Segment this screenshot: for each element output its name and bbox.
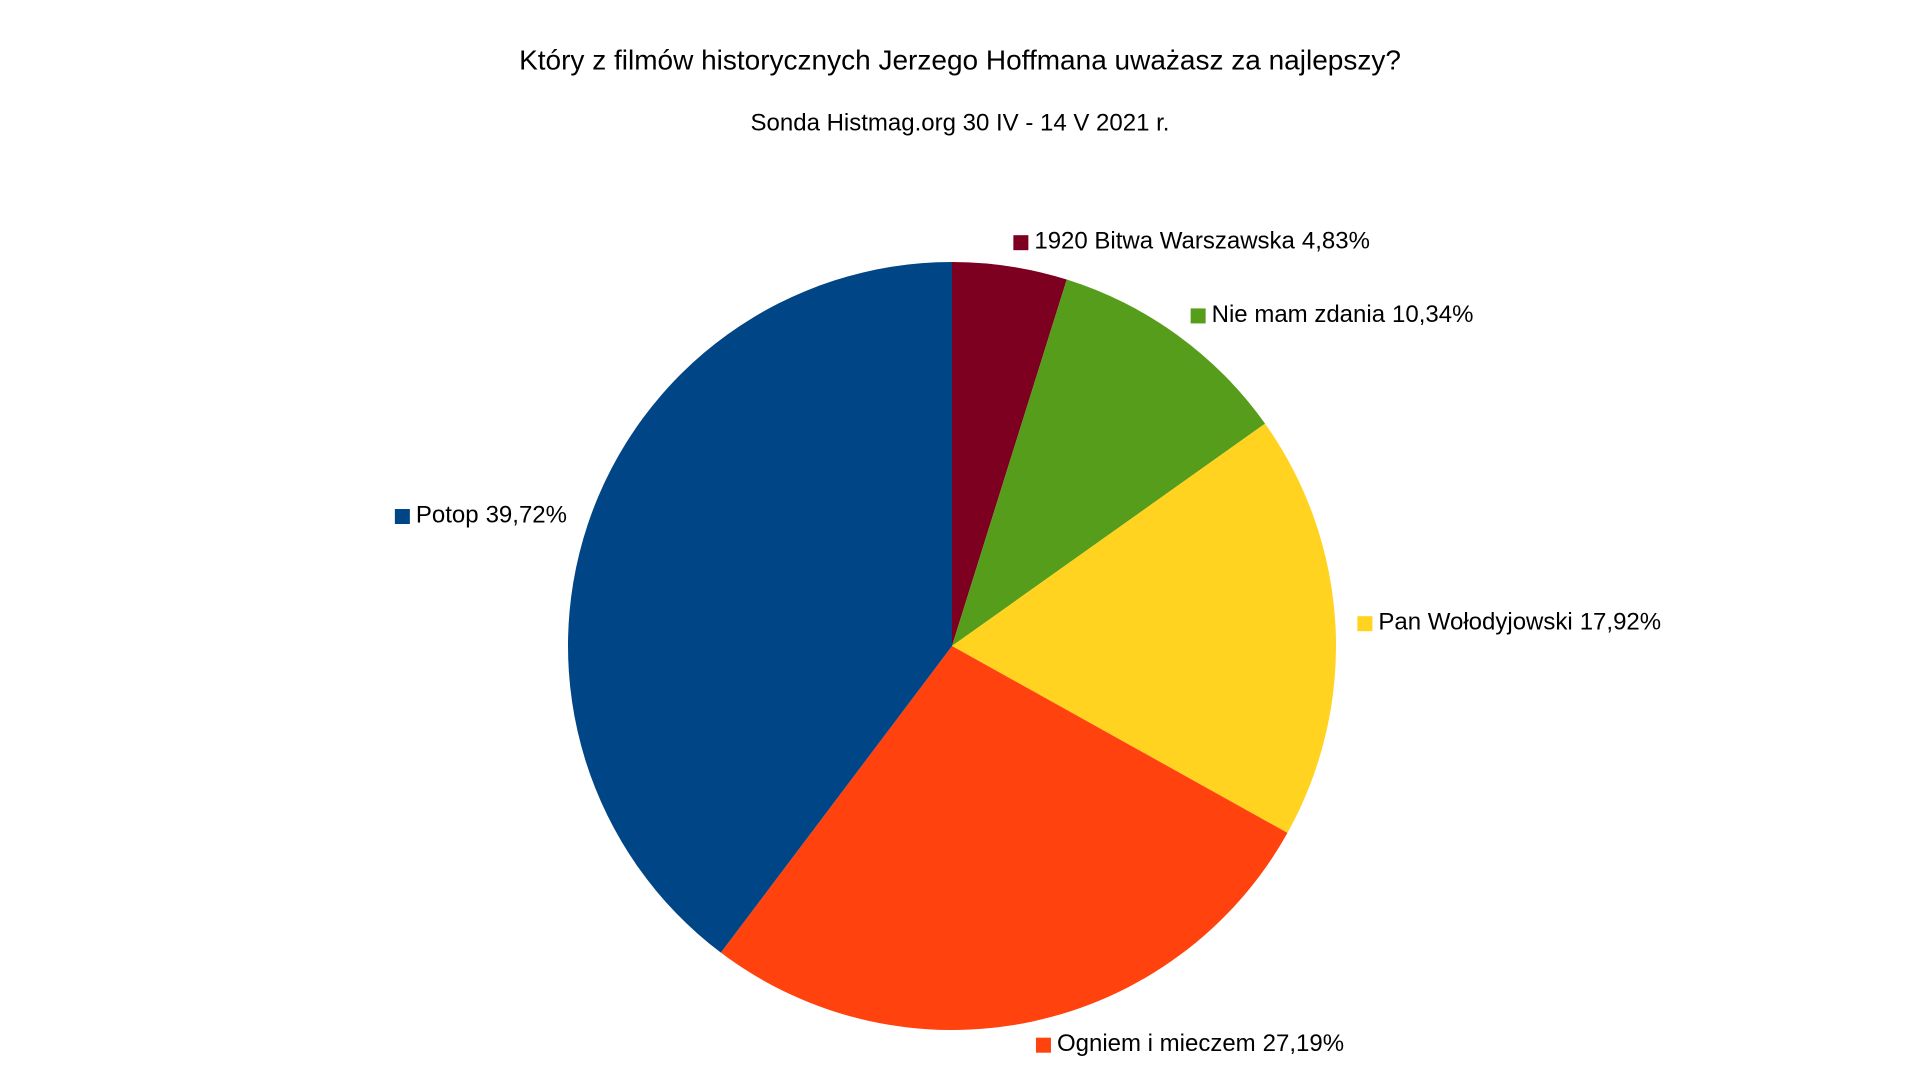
- label-text: Ogniem i mieczem 27,19%: [1057, 1031, 1344, 1058]
- legend-swatch: [1013, 235, 1029, 251]
- label-text: Potop 39,72%: [416, 502, 567, 529]
- category-name: Ogniem i mieczem: [1057, 1031, 1256, 1058]
- category-name: Nie mam zdania: [1212, 301, 1386, 328]
- data-label: Nie mam zdania 10,34%: [1190, 301, 1474, 328]
- label-text: Pan Wołodyjowski 17,92%: [1378, 609, 1661, 636]
- chart-title: Który z filmów historycznych Jerzego Hof…: [519, 44, 1401, 75]
- pie-slice: [720, 646, 1288, 1031]
- legend-swatch: [1357, 616, 1373, 632]
- value-label: 27,19%: [1263, 1031, 1344, 1058]
- data-label: 1920 Bitwa Warszawska 4,83%: [1013, 228, 1370, 255]
- category-name: Pan Wołodyjowski: [1378, 609, 1572, 636]
- category-name: 1920 Bitwa Warszawska: [1034, 228, 1295, 255]
- value-label: 10,34%: [1392, 301, 1473, 328]
- pie-slice: [952, 423, 1336, 833]
- data-label: Pan Wołodyjowski 17,92%: [1357, 609, 1661, 636]
- pie-slice: [568, 262, 952, 953]
- value-label: 39,72%: [486, 502, 567, 529]
- legend-swatch: [1190, 308, 1206, 324]
- chart-subtitle: Sonda Histmag.org 30 IV - 14 V 2021 r.: [751, 109, 1170, 136]
- pie-slice: [952, 279, 1266, 646]
- label-text: Nie mam zdania 10,34%: [1212, 301, 1474, 328]
- label-text: 1920 Bitwa Warszawska 4,83%: [1034, 228, 1370, 255]
- legend-swatch: [394, 509, 410, 525]
- value-label: 4,83%: [1302, 228, 1370, 255]
- category-name: Potop: [416, 502, 479, 529]
- pie-slice: [952, 262, 1067, 646]
- value-label: 17,92%: [1580, 609, 1661, 636]
- data-label: Ogniem i mieczem 27,19%: [1035, 1031, 1344, 1058]
- legend-swatch: [1035, 1037, 1051, 1053]
- data-label: Potop 39,72%: [394, 502, 567, 529]
